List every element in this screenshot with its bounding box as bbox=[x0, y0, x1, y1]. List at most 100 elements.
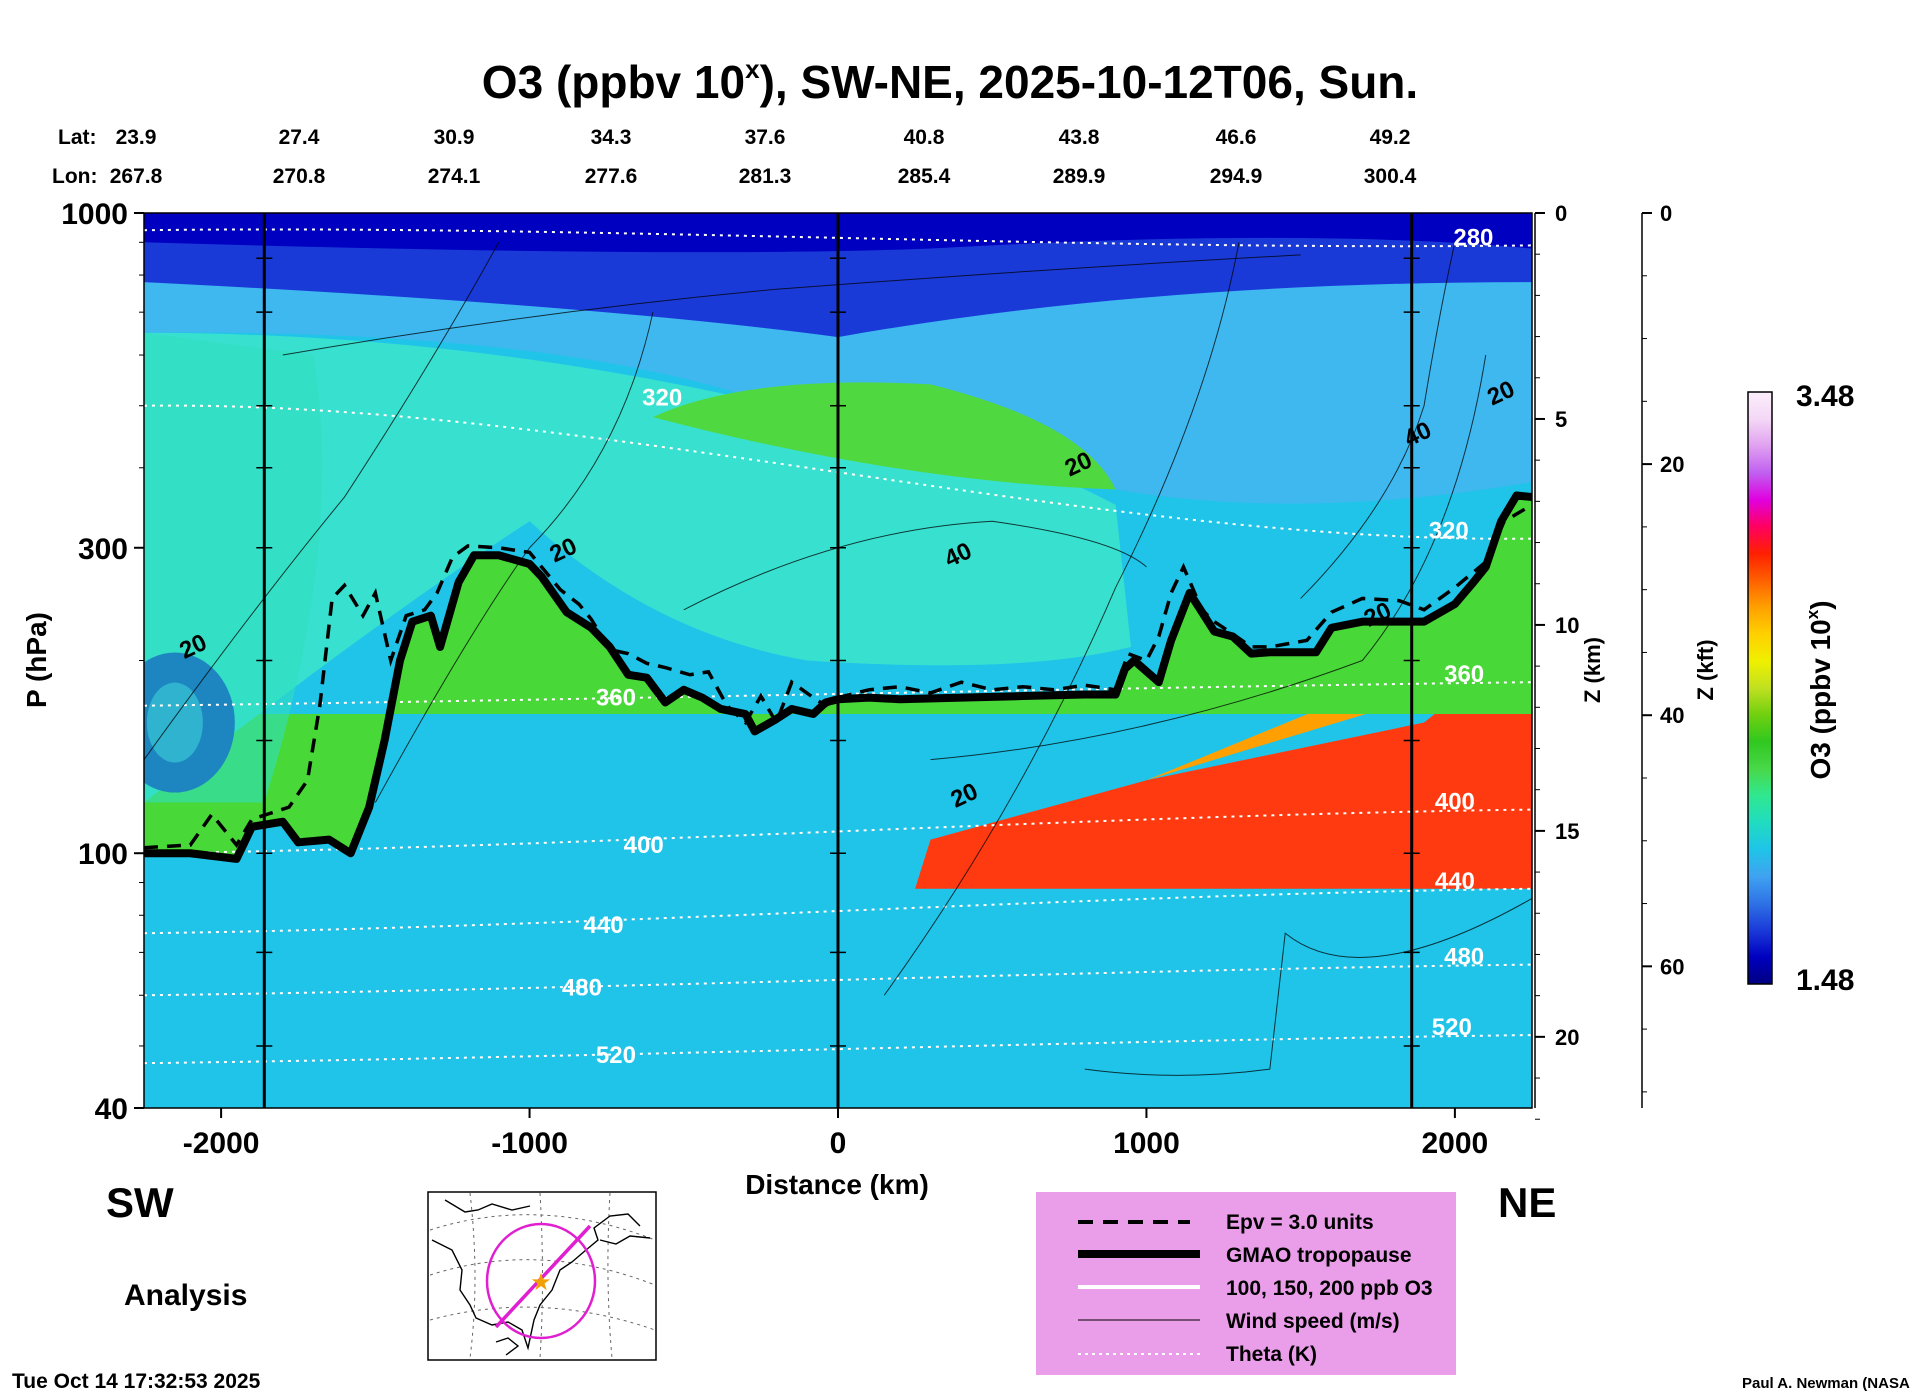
theta-label: 480 bbox=[562, 974, 602, 1001]
wind-contour bbox=[883, 242, 1240, 996]
z-km-tick-label: 5 bbox=[1555, 407, 1567, 432]
svg-text:★: ★ bbox=[530, 1269, 552, 1296]
legend-epv: Epv = 3.0 units bbox=[1226, 1211, 1374, 1234]
latitude-value: 40.8 bbox=[904, 126, 945, 149]
distance-tick-label: 1000 bbox=[1113, 1127, 1180, 1160]
theta-labels: 520 520 480 480 440 440 400 400 360 360 320 320 280 bbox=[562, 224, 1493, 1069]
section-markers bbox=[256, 213, 1420, 1108]
x-axis-label: Distance (km) bbox=[745, 1169, 929, 1200]
wind-contour bbox=[1084, 897, 1532, 1076]
plot-area: 520520480480440440400400360360320320280 … bbox=[144, 213, 1532, 1108]
wind-contour bbox=[374, 312, 654, 803]
ne-ozone-maximum bbox=[915, 621, 1532, 889]
theta-label: 520 bbox=[596, 1042, 636, 1069]
theta-contour bbox=[144, 887, 1532, 935]
theta-label: 320 bbox=[1429, 518, 1469, 545]
latitude-value: 49.2 bbox=[1370, 126, 1411, 149]
theta-contour bbox=[144, 1034, 1532, 1065]
distance-tick-label: 0 bbox=[830, 1127, 847, 1160]
longitude-value: 281.3 bbox=[739, 165, 792, 188]
longitude-value: 270.8 bbox=[273, 165, 326, 188]
theta-label: 440 bbox=[584, 912, 624, 939]
wind-contour bbox=[930, 354, 1487, 761]
pressure-tick-label: 300 bbox=[78, 533, 128, 566]
wind-contours bbox=[144, 242, 1532, 1076]
legend-tropopause: GMAO tropopause bbox=[1226, 1244, 1412, 1267]
longitude-value: 277.6 bbox=[585, 165, 638, 188]
distance-tick-label: 2000 bbox=[1422, 1127, 1489, 1160]
theta-label: 400 bbox=[624, 832, 664, 859]
distance-tick-label: -2000 bbox=[183, 1127, 260, 1160]
theta-label: 360 bbox=[1444, 661, 1484, 688]
z-km-axis: 0 5 10 15 20 bbox=[1534, 201, 1579, 1120]
pressure-tick-label: 40 bbox=[95, 1093, 128, 1126]
longitude-value: 274.1 bbox=[428, 165, 481, 188]
pressure-tick-label: 1000 bbox=[61, 198, 128, 231]
longitude-value: 285.4 bbox=[898, 165, 951, 188]
ne-direction-label: NE bbox=[1498, 1179, 1556, 1226]
tropopause-line bbox=[144, 491, 1532, 863]
z-km-tick-label: 10 bbox=[1555, 613, 1579, 638]
z-kft-axis: 0 20 40 60 bbox=[1641, 201, 1684, 1108]
mid-troposphere-green bbox=[652, 382, 1116, 490]
latitude-value: 30.9 bbox=[434, 126, 475, 149]
latitude-value: 46.6 bbox=[1216, 126, 1257, 149]
colorbar-label: O3 (ppbv 10x) bbox=[1803, 600, 1836, 779]
distance-tick-label: -1000 bbox=[491, 1127, 568, 1160]
theta-contour bbox=[144, 228, 1532, 248]
theta-label: 400 bbox=[1435, 789, 1475, 816]
pressure-axis: 40 100 300 1000 bbox=[61, 198, 144, 1126]
latitude-value: 34.3 bbox=[591, 126, 632, 149]
theta-label: 480 bbox=[1444, 944, 1484, 971]
legend-theta: Theta (K) bbox=[1226, 1343, 1317, 1366]
z-km-tick-label: 20 bbox=[1555, 1025, 1579, 1050]
timestamp: Tue Oct 14 17:32:53 2025 bbox=[12, 1370, 261, 1393]
wind-contour bbox=[144, 242, 500, 760]
theta-label: 520 bbox=[1432, 1014, 1472, 1041]
longitude-value: 289.9 bbox=[1053, 165, 1106, 188]
theta-contour bbox=[144, 681, 1532, 707]
chart-title: O3 (ppbv 10x), SW-NE, 2025-10-12T06, Sun… bbox=[482, 54, 1418, 108]
theta-contour bbox=[144, 963, 1532, 997]
latitude-value: 37.6 bbox=[745, 126, 786, 149]
z-kft-tick-label: 20 bbox=[1660, 452, 1684, 477]
theta-label: 320 bbox=[642, 385, 682, 412]
z-km-label: Z (km) bbox=[1580, 637, 1605, 703]
pressure-tick-label: 100 bbox=[78, 838, 128, 871]
theta-contour bbox=[144, 808, 1532, 855]
analysis-label: Analysis bbox=[124, 1279, 247, 1312]
theta-label: 440 bbox=[1435, 868, 1475, 895]
longitude-value: 267.8 bbox=[110, 165, 163, 188]
colorbar bbox=[1747, 391, 1773, 985]
latitude-value: 27.4 bbox=[279, 126, 320, 149]
lon-label: Lon: bbox=[52, 165, 97, 188]
wind-contour bbox=[1300, 242, 1456, 599]
z-kft-tick-label: 40 bbox=[1660, 703, 1684, 728]
wind-contour bbox=[683, 520, 1147, 611]
theta-label: 280 bbox=[1453, 224, 1493, 251]
z-kft-label: Z (kft) bbox=[1693, 639, 1718, 700]
tropopause-green-layer bbox=[144, 435, 1532, 859]
z-km-tick-label: 0 bbox=[1555, 201, 1567, 226]
legend-wind: Wind speed (m/s) bbox=[1226, 1310, 1400, 1333]
longitude-value: 294.9 bbox=[1210, 165, 1263, 188]
distance-axis: -2000 -1000 0 1000 2000 bbox=[183, 1108, 1489, 1160]
lat-label: Lat: bbox=[58, 126, 97, 149]
y-axis-label: P (hPa) bbox=[21, 612, 52, 708]
z-kft-tick-label: 60 bbox=[1660, 954, 1684, 979]
inset-map: ★ bbox=[427, 1191, 657, 1361]
credit: Paul A. Newman (NASA bbox=[1742, 1375, 1910, 1392]
latitude-values: 23.9 27.4 30.9 34.3 37.6 40.8 43.8 46.6 49.2 bbox=[116, 126, 1411, 149]
longitude-value: 300.4 bbox=[1364, 165, 1417, 188]
longitude-values: 267.8 270.8 274.1 277.6 281.3 285.4 289.9 294.9… bbox=[110, 165, 1417, 188]
legend: Epv = 3.0 units GMAO tropopause 100, 150… bbox=[1036, 1192, 1456, 1375]
wind-contour bbox=[282, 254, 1301, 356]
colorbar-max-label: 3.48 bbox=[1796, 380, 1854, 413]
theta-label: 360 bbox=[596, 685, 636, 712]
latitude-value: 43.8 bbox=[1059, 126, 1100, 149]
legend-ozone-contours: 100, 150, 200 ppb O3 bbox=[1226, 1277, 1433, 1300]
latitude-value: 23.9 bbox=[116, 126, 157, 149]
sw-direction-label: SW bbox=[106, 1179, 174, 1226]
z-kft-tick-label: 0 bbox=[1660, 201, 1672, 226]
